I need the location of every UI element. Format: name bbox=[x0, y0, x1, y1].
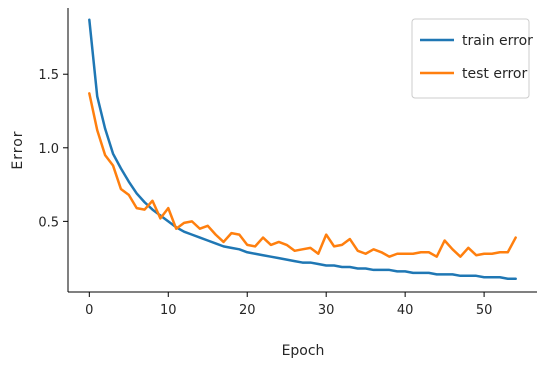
legend-label-train-error: train error bbox=[462, 33, 533, 49]
legend: train error test error bbox=[411, 18, 533, 99]
y-tick-label: 1.5 bbox=[38, 68, 59, 83]
y-axis-label: Error bbox=[10, 130, 26, 169]
x-tick-label: 10 bbox=[160, 303, 177, 318]
y-tick-label: 1.0 bbox=[38, 142, 59, 157]
x-tick-label: 30 bbox=[318, 303, 335, 318]
legend-label-test-error: test error bbox=[462, 66, 527, 82]
y-tick-label: 0.5 bbox=[38, 215, 59, 230]
series-line-test-error bbox=[88, 92, 517, 258]
x-tick-label: 40 bbox=[397, 303, 414, 318]
x-tick-label: 0 bbox=[85, 303, 93, 318]
x-tick-label: 50 bbox=[476, 303, 493, 318]
plot-area bbox=[88, 18, 517, 281]
x-tick-label: 20 bbox=[239, 303, 256, 318]
x-axis-label: Epoch bbox=[282, 343, 325, 359]
y-axis: 0.5 1.0 1.5 bbox=[38, 8, 69, 292]
x-axis: 0 10 20 30 40 50 bbox=[68, 291, 537, 318]
legend-box bbox=[411, 18, 530, 99]
